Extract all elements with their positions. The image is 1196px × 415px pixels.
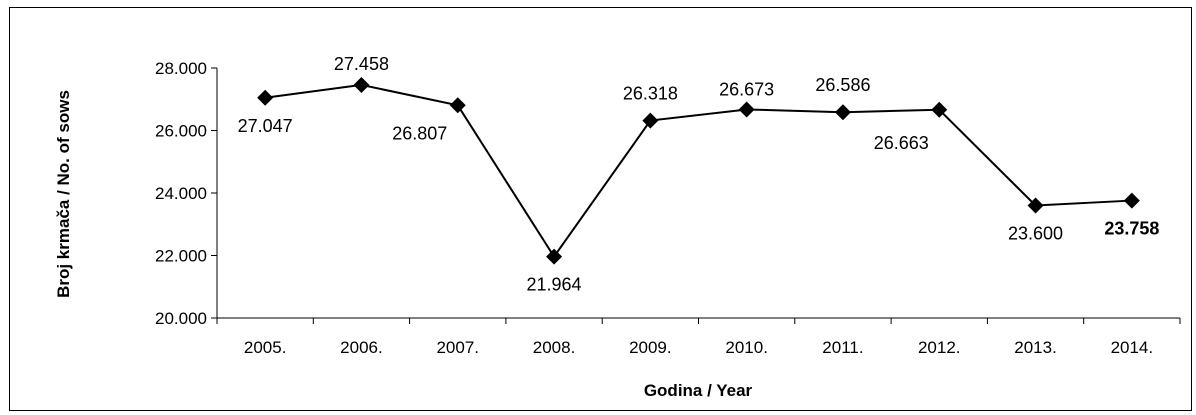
data-point (449, 97, 466, 114)
axes (211, 67, 1181, 324)
data-label: 26.673 (719, 79, 774, 99)
data-label: 26.318 (623, 84, 678, 104)
data-point (931, 101, 948, 118)
data-labels: 27.047 27.458 26.807 21.964 26.318 26.673 26.5… (238, 54, 1160, 295)
x-tick-label: 2012. (918, 338, 961, 357)
x-tick-label: 2010. (725, 338, 768, 357)
y-axis-title: Broj krmača / No. of sows (54, 90, 73, 298)
y-tick-labels: 20.000 22.000 24.000 26.000 28.000 (155, 59, 207, 328)
data-point (546, 248, 563, 265)
data-point (1027, 197, 1044, 214)
x-tick-label: 2014. (1111, 338, 1154, 357)
data-point (834, 104, 851, 121)
series-line (265, 83, 1132, 259)
x-tick-label: 2005. (244, 338, 287, 357)
data-label: 26.807 (392, 123, 447, 143)
data-point (1123, 192, 1140, 209)
data-markers (257, 76, 1140, 265)
x-axis-title: Godina / Year (644, 381, 753, 400)
data-label: 23.758 (1104, 219, 1159, 239)
data-label: 26.586 (815, 75, 870, 95)
y-tick-label: 24.000 (155, 184, 207, 203)
x-tick-label: 2008. (533, 338, 576, 357)
x-tick-labels: 2005. 2006. 2007. 2008. 2009. 2010. 2011. 2012.… (244, 338, 1153, 357)
x-tick-label: 2007. (436, 338, 479, 357)
data-label: 21.964 (527, 275, 582, 295)
x-tick-label: 2011. (822, 338, 863, 357)
data-point (642, 112, 659, 129)
data-point (257, 89, 274, 106)
x-tick-label: 2009. (629, 338, 672, 357)
x-tick-label: 2006. (340, 338, 383, 357)
y-tick-label: 28.000 (155, 59, 207, 78)
y-tick-label: 22.000 (155, 247, 207, 266)
data-label: 27.047 (238, 116, 293, 136)
data-point (738, 101, 755, 118)
y-tick-label: 26.000 (155, 122, 207, 141)
data-label: 27.458 (334, 54, 389, 74)
series-sows (265, 83, 1132, 259)
chart-frame (9, 7, 1192, 411)
data-label: 23.600 (1008, 224, 1063, 244)
y-tick-label: 20.000 (155, 309, 207, 328)
data-label: 26.663 (874, 133, 929, 153)
x-tick-label: 2013. (1014, 338, 1057, 357)
data-point (353, 76, 370, 93)
